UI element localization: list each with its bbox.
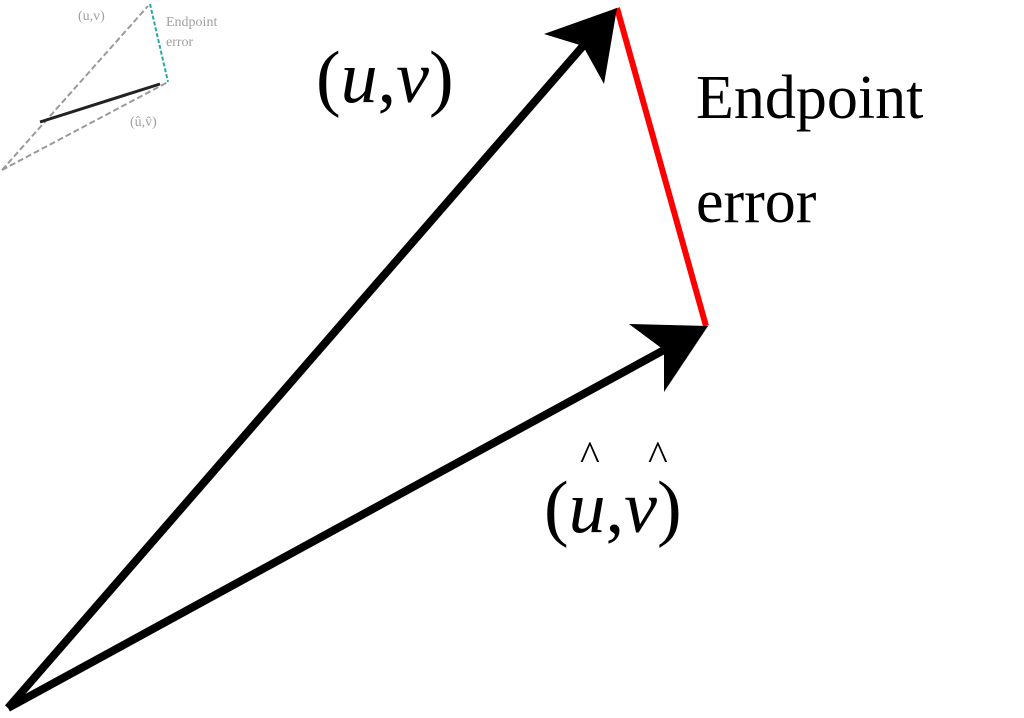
endpoint-error-segment <box>614 7 709 327</box>
thumbnail-true-vector <box>1 5 149 171</box>
estimated-flow-arrowhead <box>629 324 708 392</box>
estimated-vector-label: (u,v) <box>544 467 682 549</box>
endpoint-error-label-line1: Endpoint <box>696 64 923 132</box>
thumbnail-estimated-vector <box>1 81 169 171</box>
endpoint-error-label-line2: error <box>696 168 817 236</box>
v-hat-accent: ^ <box>648 434 668 480</box>
thumbnail-estimated-vector-bold <box>39 82 161 124</box>
thumbnail-true-label: (u,v) <box>78 9 105 24</box>
true-flow-vector-shaft <box>4 43 587 711</box>
thumbnail-error-segment <box>149 3 169 83</box>
true-flow-arrowhead <box>544 8 617 84</box>
thumbnail-error-label: error <box>166 35 194 50</box>
u-hat-accent: ^ <box>580 434 600 480</box>
thumbnail-diagram: (u,v) (û,v̂) Endpoint error <box>1 3 217 171</box>
thumbnail-est-label: (û,v̂) <box>130 115 157 130</box>
estimated-flow-vector-shaft <box>6 346 666 712</box>
true-vector-label: (u,v) <box>316 37 454 119</box>
thumbnail-endpoint-label: Endpoint <box>166 15 217 30</box>
